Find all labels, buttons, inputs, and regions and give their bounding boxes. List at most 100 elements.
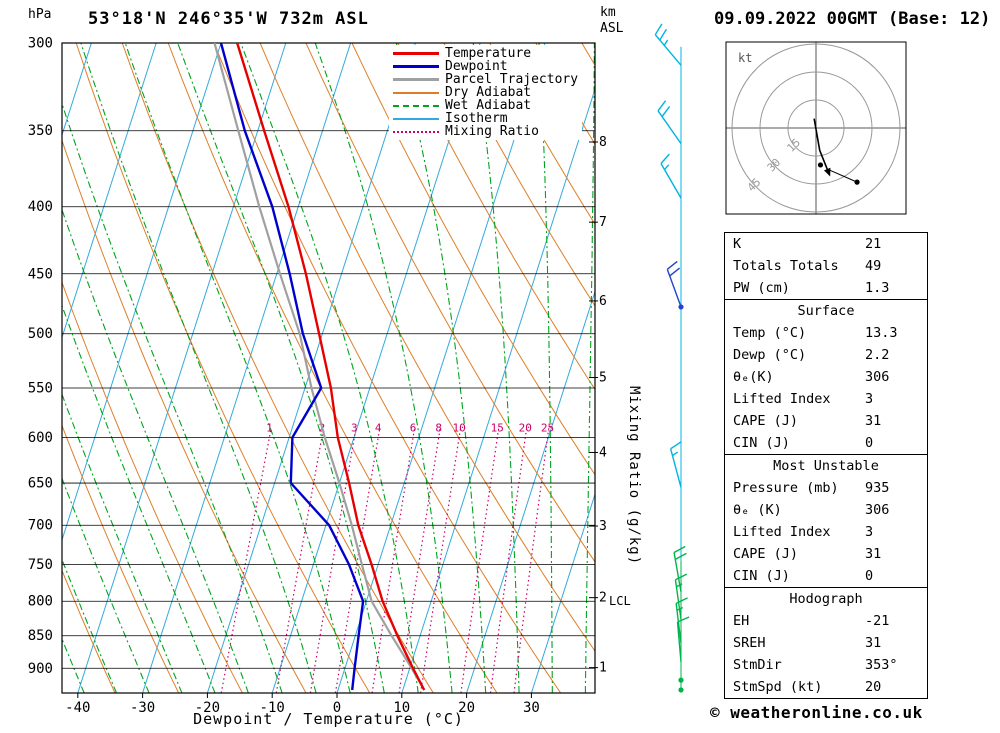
- dry-adiabat-line: [489, 43, 595, 226]
- mixing-ratio-line: [220, 427, 272, 693]
- wind-barb: [666, 260, 684, 310]
- temp-tick-label: 20: [458, 700, 475, 716]
- series-temperature: [236, 43, 426, 691]
- mixing-ratio-line: [334, 427, 381, 693]
- panel-row-value: 1.3: [865, 280, 890, 296]
- pressure-tick-label: 600: [28, 430, 53, 446]
- dry-adiabat-line: [213, 43, 562, 693]
- panel-row: Dewp (°C) 2.2: [725, 344, 927, 366]
- pressure-tick-label: 400: [28, 199, 53, 215]
- wet-adiabat-line: [177, 43, 385, 693]
- temp-tick-label: 0: [333, 700, 341, 716]
- panel-row-label: CAPE (J): [733, 413, 799, 429]
- dry-adiabat-line: [62, 569, 116, 693]
- hodograph-trace: [813, 118, 828, 170]
- pressure-unit-label: hPa: [28, 7, 52, 22]
- wet-adiabat-line: [62, 558, 118, 693]
- legend-entry: Mixing Ratio: [393, 125, 578, 138]
- panel-row-label: Dewp (°C): [733, 347, 807, 363]
- dry-adiabat-line: [351, 43, 595, 476]
- copyright: © weatheronline.co.uk: [710, 703, 923, 722]
- legend-sample-line: [393, 52, 439, 55]
- temp-tick-label: -10: [260, 700, 285, 716]
- wet-adiabat-line: [584, 43, 595, 693]
- altitude-unit-asl: ASL: [600, 21, 624, 36]
- barb-full-tick: [674, 552, 687, 561]
- barb-full-tick: [673, 545, 686, 554]
- mixing-ratio-line: [371, 427, 416, 693]
- panel-row: CIN (J) 0: [725, 432, 927, 454]
- pressure-tick-label: 350: [28, 123, 53, 139]
- panel-row: θₑ(K) 306: [725, 366, 927, 388]
- barb-half-tick: [663, 39, 669, 46]
- wind-barb: [678, 687, 684, 693]
- panel-row: StmDir 353°: [725, 654, 927, 676]
- legend-entry: Dewpoint: [393, 60, 578, 73]
- panel-row-label: CIN (J): [733, 568, 790, 584]
- hodograph-ring-label: 15: [784, 136, 803, 155]
- panel-row: CIN (J) 0: [725, 565, 927, 587]
- legend-label: Dry Adiabat: [445, 85, 532, 100]
- mixing-ratio-label: 1: [266, 422, 273, 435]
- panel-row: K 21: [725, 233, 927, 255]
- barb-dot: [678, 687, 684, 693]
- panel-row: PW (cm) 1.3: [725, 277, 927, 299]
- wet-adiabat-line: [62, 392, 183, 693]
- wet-adiabat-line: [80, 43, 317, 693]
- panel-row-label: Pressure (mb): [733, 480, 839, 496]
- panel-row-value: 31: [865, 546, 882, 562]
- wind-barb: [669, 441, 682, 488]
- panel-section-hodograph: Hodograph EH -21 SREH 31 StmDir 353° StmSpd (kt…: [724, 587, 928, 699]
- barb-staff: [654, 34, 682, 66]
- dry-adiabat-line: [259, 43, 595, 653]
- wind-barb: [675, 597, 688, 644]
- wet-adiabat-line: [240, 43, 419, 693]
- temp-tick-label: -40: [65, 700, 90, 716]
- km-tick-label: 7: [599, 215, 607, 230]
- legend-sample-line: [393, 104, 439, 107]
- barb-full-tick: [657, 100, 667, 112]
- panel-row: SREH 31: [725, 632, 927, 654]
- km-tick-label: 4: [599, 445, 607, 460]
- mixing-ratio-label: 8: [435, 422, 442, 435]
- km-tick-label: 8: [599, 135, 607, 150]
- dry-adiabat-line: [167, 43, 498, 693]
- mixing-ratio-line: [513, 427, 550, 693]
- barb-half-tick: [672, 451, 679, 457]
- legend-entry: Wet Adiabat: [393, 99, 578, 112]
- pressure-tick-label: 300: [28, 36, 53, 52]
- dry-adiabat-line: [62, 139, 307, 693]
- km-tick-label: 5: [599, 371, 607, 386]
- indices-panel: K 21 Totals Totals 49 PW (cm) 1.3 Surface Temp …: [724, 232, 928, 699]
- pressure-tick-label: 650: [28, 476, 53, 492]
- panel-row-label: θₑ (K): [733, 502, 782, 518]
- barb-full-tick: [654, 23, 663, 36]
- pressure-tick-label: 800: [28, 594, 53, 610]
- barb-full-tick: [660, 153, 670, 164]
- panel-row: θₑ (K) 306: [725, 499, 927, 521]
- panel-row-value: 20: [865, 679, 882, 695]
- isotherm-line: [336, 43, 546, 693]
- panel-row-value: 935: [865, 480, 890, 496]
- panel-row-value: 0: [865, 568, 874, 584]
- barb-full-tick: [669, 267, 681, 277]
- pressure-tick-label: 850: [28, 628, 53, 644]
- panel-row: CAPE (J) 31: [725, 543, 927, 565]
- wet-adiabat-line: [62, 208, 249, 693]
- hodograph-arrow: [823, 167, 831, 177]
- mixing-ratio-line: [489, 427, 528, 693]
- legend-sample-line: [393, 91, 439, 94]
- wind-barb: [657, 100, 682, 144]
- hodograph-dot: [854, 179, 860, 185]
- panel-row-label: CIN (J): [733, 435, 790, 451]
- isotherm-line: [466, 290, 595, 693]
- barb-full-tick: [659, 28, 668, 41]
- mixing-ratio-label: 4: [375, 422, 382, 435]
- wet-adiabat-line: [538, 43, 553, 693]
- mixing-ratio-label: 6: [410, 422, 417, 435]
- panel-row: CAPE (J) 31: [725, 410, 927, 432]
- legend-entry: Temperature: [393, 47, 578, 60]
- dry-adiabat-line: [62, 280, 243, 693]
- barb-staff: [666, 269, 682, 308]
- mixing-ratio-line: [460, 427, 500, 693]
